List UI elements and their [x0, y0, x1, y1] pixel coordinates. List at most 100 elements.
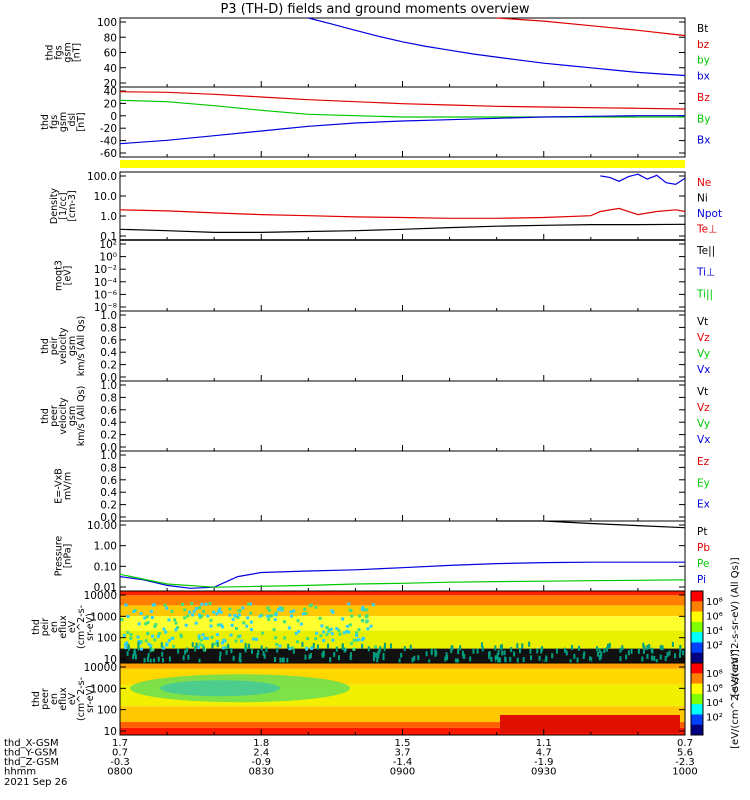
- series-bz: [496, 17, 686, 37]
- colorbar-segment: [691, 673, 703, 685]
- spectrogram-cell: [362, 636, 366, 640]
- spectrogram-cell: [212, 610, 216, 614]
- y-tick-label: 1.0: [100, 450, 117, 462]
- spectrogram-cell: [139, 640, 143, 644]
- spectrogram-cell: [231, 617, 235, 621]
- y-tick-label: -40: [100, 136, 117, 148]
- legend-Npot: Npot: [697, 208, 722, 220]
- spectrogram-cell: [551, 653, 554, 659]
- x-tick-label: 4.7: [536, 748, 552, 759]
- spectrogram-cell: [281, 607, 285, 611]
- spectrogram-cell: [251, 648, 254, 654]
- spectrogram-cell: [156, 634, 160, 638]
- spectrogram-cell: [355, 631, 359, 635]
- spectrogram-cell: [282, 620, 286, 624]
- spectrogram-cell: [275, 642, 279, 646]
- spectrogram-cell: [383, 642, 386, 648]
- colorbar-segment: [691, 704, 703, 715]
- y-axis-label: peer: [40, 688, 51, 710]
- spectrogram-cell: [219, 610, 223, 614]
- spectrogram-cell: [206, 614, 210, 618]
- spectrogram-cell: [528, 641, 531, 647]
- spectrogram-cell: [276, 647, 279, 653]
- spectrogram-cell: [230, 623, 234, 627]
- spectrogram-cell: [280, 608, 284, 612]
- spectrogram-cell: [653, 655, 656, 661]
- y-tick-label: 0.0: [100, 512, 117, 524]
- spectrogram-cell: [174, 621, 178, 625]
- spectrogram-cell: [266, 606, 270, 610]
- spectrogram-cell: [659, 645, 662, 651]
- x-row-label: thd_Z-GSM: [4, 757, 59, 768]
- spectrogram-cell: [513, 651, 516, 657]
- spectrogram-cell: [318, 616, 322, 620]
- colorbar-segment: [691, 663, 703, 674]
- spectrogram-cell: [372, 651, 375, 657]
- x-tick-label: -0.3: [110, 757, 130, 768]
- legend-Bx: Bx: [697, 135, 710, 147]
- spectrogram-cell: [292, 609, 296, 613]
- y-axis-label: km/s (All Qs): [76, 316, 87, 377]
- spectrogram-cell: [521, 643, 524, 649]
- spectrogram-cell: [215, 639, 219, 643]
- spectrogram-cell: [314, 605, 318, 609]
- y-axis-label: moqt3: [54, 260, 65, 291]
- spectrogram-cell: [181, 602, 185, 606]
- spectrogram-cell: [186, 647, 189, 653]
- series-Bx: [119, 115, 685, 145]
- spectrogram-cell: [325, 626, 329, 630]
- y-tick-label: 0.8: [100, 462, 117, 474]
- spectrogram-cell: [242, 621, 246, 625]
- spectrogram-cell: [363, 608, 367, 612]
- spectrogram-cell: [137, 641, 140, 647]
- colorbar-tick-label: 10⁶: [706, 684, 723, 695]
- x-tick-label: 1.1: [536, 738, 552, 749]
- y-axis-label: thd: [45, 45, 56, 61]
- legend-Vx: Vx: [697, 364, 710, 376]
- y-tick-label: 0.8: [100, 392, 117, 404]
- spectrogram-cell: [184, 649, 187, 655]
- spectrogram-cell: [569, 659, 572, 665]
- spectrogram-cell: [172, 644, 176, 648]
- spectrogram-cell: [186, 614, 190, 618]
- spectrogram-cell: [413, 655, 416, 661]
- y-tick-label: 10⁻⁴: [94, 277, 117, 289]
- legend-Ey: Ey: [697, 477, 710, 489]
- y-axis-label: thd: [40, 114, 51, 130]
- spectrogram-cell: [499, 657, 502, 663]
- colorbar-tick-label: 10²: [706, 713, 723, 724]
- spectrogram-cell: [372, 656, 375, 662]
- spectrogram-cell: [232, 655, 235, 661]
- spectrogram-cell: [530, 655, 533, 661]
- spectrogram-cell: [278, 606, 282, 610]
- y-tick-label: 0.4: [100, 487, 117, 499]
- spectrogram-cell: [409, 644, 412, 650]
- spectrogram-cell: [198, 658, 201, 664]
- spectrogram-cell: [218, 607, 222, 611]
- spectrogram-cell: [210, 635, 214, 639]
- spectrogram-cell: [398, 658, 401, 664]
- spectrogram-cell: [230, 648, 233, 654]
- spectrogram-band: [120, 663, 685, 669]
- spectrogram-cell: [630, 648, 633, 654]
- spectrogram-cell: [369, 624, 373, 628]
- spectrogram-cell: [364, 615, 368, 619]
- spectrogram-cell: [518, 648, 521, 654]
- spectrogram-cell: [335, 627, 339, 631]
- spectrogram-cell: [308, 604, 312, 608]
- spectrogram-cell: [132, 654, 135, 660]
- y-tick-label: 0.10: [94, 561, 117, 573]
- spectrogram-cell: [132, 609, 136, 613]
- x-tick-label: 1.5: [395, 738, 411, 749]
- x-tick-label: 0.7: [677, 738, 693, 749]
- spectrogram-cell: [603, 648, 606, 654]
- spectrogram-cell: [297, 629, 301, 633]
- spectrogram-cell: [411, 657, 414, 663]
- spectrogram-cell: [598, 655, 601, 661]
- colorbar-segment: [691, 591, 703, 602]
- colorbar-tick-label: 10⁸: [706, 597, 723, 608]
- x-tick-label: 1.8: [253, 738, 269, 749]
- spectrogram-cell: [338, 632, 342, 636]
